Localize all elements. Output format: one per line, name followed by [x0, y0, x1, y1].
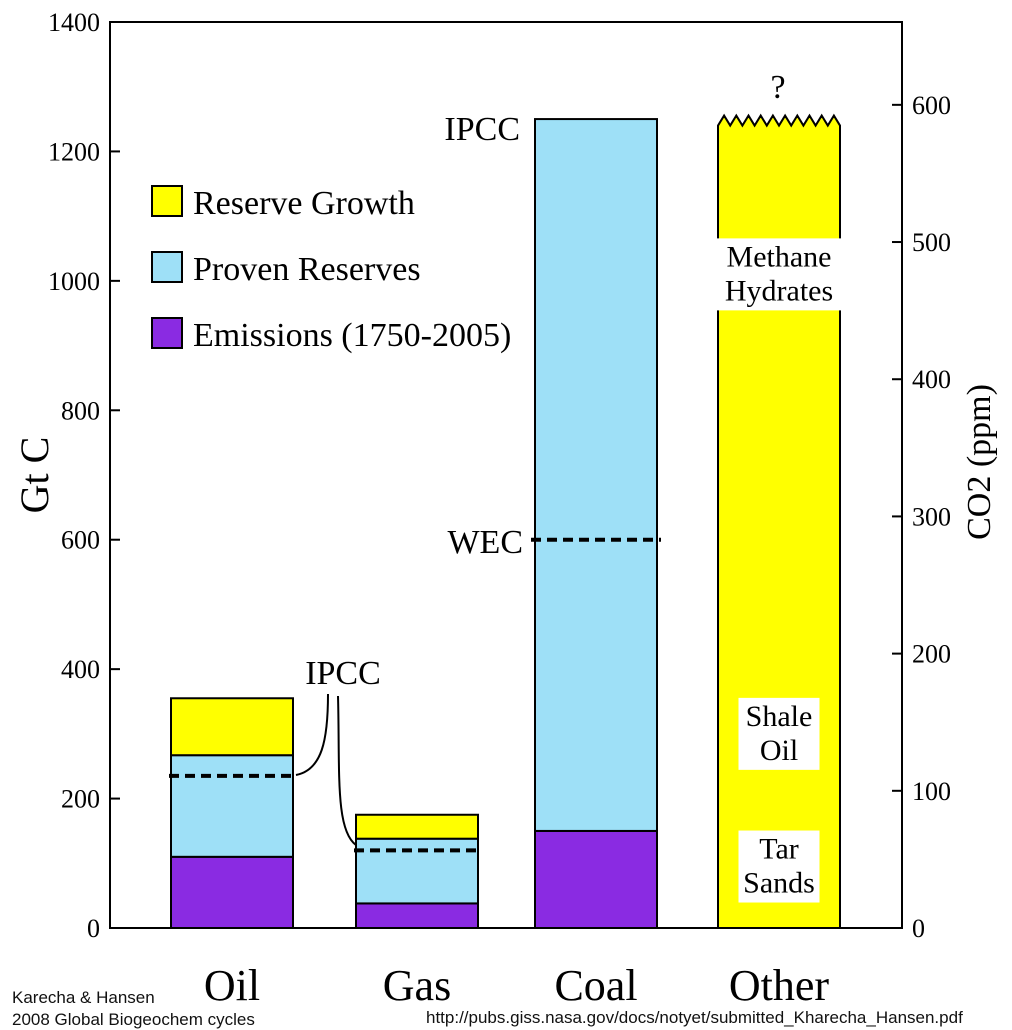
bar-coal-emissions-1750-2005 — [534, 829, 658, 930]
source-url[interactable]: http://pubs.giss.nasa.gov/docs/notyet/su… — [426, 1008, 963, 1027]
other-bar-label: Hydrates — [725, 274, 833, 307]
y-tick-label: 200 — [61, 785, 100, 814]
legend: Reserve Growth Proven Reserves Emissions (… — [151, 185, 511, 354]
category-label: Other — [729, 961, 830, 1010]
y2-tick-label: 100 — [912, 777, 951, 806]
y-tick-label: 600 — [61, 526, 100, 555]
bar-other-reserve-growth — [717, 113, 841, 929]
other-bar-label: Oil — [760, 734, 798, 767]
legend-swatch — [151, 251, 183, 283]
credit-authors: Karecha & Hansen — [12, 988, 155, 1007]
y2-tick-label: 300 — [912, 502, 951, 531]
other-bar-label: Shale — [746, 700, 813, 733]
y2-axis-ticks: 0 100 200 300 400 500 600 — [892, 91, 951, 943]
y-tick-label: 1000 — [48, 267, 100, 296]
y-tick-label: 1400 — [48, 8, 100, 37]
y-tick-label: 1200 — [48, 137, 100, 166]
coal-ipcc-label: IPCC — [444, 111, 520, 148]
legend-swatch — [151, 185, 183, 217]
bar-oil-reserve-growth — [170, 697, 294, 757]
y2-tick-label: 600 — [912, 91, 951, 120]
bars — [170, 113, 841, 930]
coal-wec-label: WEC — [447, 524, 523, 561]
bar-gas-reserve-growth — [355, 813, 479, 840]
y2-tick-label: 200 — [912, 640, 951, 669]
other-label-box — [738, 830, 820, 903]
gas-ipcc-leader — [337, 695, 357, 846]
y2-tick-label: 400 — [912, 365, 951, 394]
legend-label: Emissions (1750-2005) — [193, 317, 511, 354]
y2-tick-label: 0 — [912, 914, 925, 943]
other-label-box — [716, 238, 842, 311]
legend-label: Reserve Growth — [193, 185, 415, 222]
other-bar-label: Sands — [743, 867, 815, 900]
y-tick-label: 0 — [87, 914, 100, 943]
oil-ipcc-leader — [295, 693, 329, 776]
other-label-box — [738, 697, 820, 770]
y-axis-ticks: 0 200 400 600 800 1000 1200 1400 — [48, 8, 120, 943]
category-label: Gas — [383, 961, 451, 1010]
other-bar-label: Tar — [759, 833, 799, 866]
y-axis-title: Gt C — [12, 437, 57, 514]
reference-lines — [169, 537, 661, 853]
category-label: Oil — [204, 961, 260, 1010]
other-bar-label: Methane — [727, 240, 832, 273]
bar-coal-proven-reserves — [534, 118, 658, 832]
oil-gas-ipcc-label: IPCC — [305, 655, 381, 692]
other-question-mark: ? — [770, 69, 785, 106]
bar-oil-proven-reserves — [170, 754, 294, 858]
credit-journal: 2008 Global Biogeochem cycles — [12, 1010, 255, 1029]
y-tick-label: 800 — [61, 396, 100, 425]
y-tick-label: 400 — [61, 655, 100, 684]
bar-oil-emissions-1750-2005 — [170, 855, 294, 929]
bar-gas-emissions-1750-2005 — [355, 902, 479, 929]
y2-axis-title: CO2 (ppm) — [961, 384, 998, 540]
legend-label: Proven Reserves — [193, 251, 421, 288]
category-label: Coal — [554, 961, 637, 1010]
y2-tick-label: 500 — [912, 228, 951, 257]
category-labels: Oil Gas Coal Other — [204, 961, 830, 1010]
plot-frame — [109, 21, 903, 929]
legend-swatch — [151, 317, 183, 349]
